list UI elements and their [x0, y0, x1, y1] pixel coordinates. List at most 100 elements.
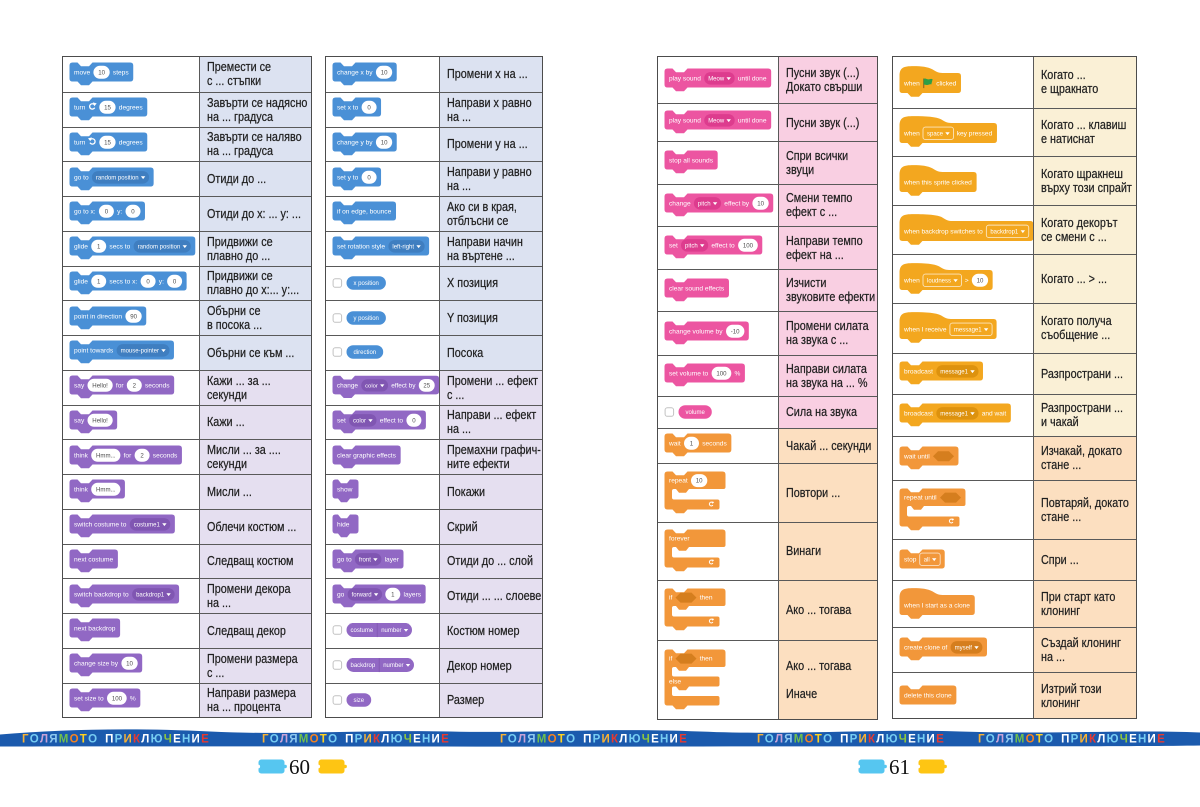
svg-text:layer: layer — [384, 556, 399, 563]
svg-text:switch costume to: switch costume to — [74, 522, 127, 529]
svg-text:number: number — [381, 628, 401, 634]
svg-text:2: 2 — [132, 383, 136, 390]
svg-text:15: 15 — [104, 139, 111, 146]
svg-text:Hello!: Hello! — [92, 417, 108, 424]
svg-text:degrees: degrees — [118, 139, 143, 146]
svg-text:backdrop: backdrop — [350, 663, 375, 669]
svg-text:И: И — [859, 734, 867, 746]
svg-text:next costume: next costume — [74, 556, 114, 563]
svg-text:space: space — [927, 132, 944, 138]
svg-text:costume1: costume1 — [133, 523, 160, 529]
svg-text:К: К — [611, 734, 619, 746]
svg-text:set: set — [669, 243, 678, 250]
svg-text:message1: message1 — [940, 411, 968, 417]
svg-text:П: П — [840, 734, 848, 746]
svg-text:100: 100 — [111, 695, 122, 702]
svg-text:repeat: repeat — [669, 477, 688, 484]
svg-text:Е: Е — [441, 734, 449, 746]
svg-text:set: set — [337, 417, 346, 424]
svg-text:Hmm...: Hmm... — [95, 452, 115, 459]
svg-text:change x by: change x by — [337, 69, 373, 76]
svg-text:Ч: Ч — [642, 734, 650, 746]
svg-text:1: 1 — [391, 591, 395, 598]
svg-text:delete this clone: delete this clone — [904, 693, 952, 700]
svg-text:Л: Л — [876, 734, 884, 746]
svg-text:О: О — [30, 734, 39, 746]
svg-text:secs to x:: secs to x: — [109, 278, 137, 285]
svg-text:costume: costume — [350, 628, 373, 634]
svg-text:play sound: play sound — [669, 75, 701, 82]
svg-text:М: М — [794, 734, 804, 746]
svg-text:for: for — [123, 452, 131, 459]
svg-text:10: 10 — [695, 477, 702, 484]
svg-text:for: for — [115, 383, 123, 390]
svg-text:И: И — [670, 734, 678, 746]
svg-text:layers: layers — [403, 591, 421, 598]
svg-text:О: О — [328, 734, 337, 746]
svg-text:turn: turn — [74, 105, 86, 112]
svg-text:go to: go to — [337, 556, 352, 563]
svg-text:Ч: Ч — [899, 734, 907, 746]
svg-text:Л: Л — [518, 734, 526, 746]
svg-text:set rotation style: set rotation style — [337, 244, 385, 251]
svg-text:Я: Я — [289, 734, 297, 746]
svg-text:Р: Р — [115, 734, 123, 746]
svg-text:repeat until: repeat until — [904, 495, 937, 502]
svg-text:Л: Л — [775, 734, 783, 746]
svg-text:clicked: clicked — [936, 81, 956, 88]
svg-text:0: 0 — [367, 105, 371, 112]
svg-text:set x to: set x to — [337, 105, 359, 112]
svg-text:y:: y: — [158, 278, 163, 285]
svg-text:go: go — [337, 591, 345, 598]
svg-text:message1: message1 — [940, 369, 968, 375]
svg-text:Н: Н — [422, 734, 430, 746]
svg-text:seconds: seconds — [702, 441, 727, 448]
svg-text:Я: Я — [49, 734, 57, 746]
svg-text:if: if — [669, 595, 672, 602]
svg-text:effect to: effect to — [379, 417, 403, 424]
svg-text:backdrop1: backdrop1 — [990, 229, 1019, 235]
svg-text:when: when — [903, 277, 920, 284]
svg-text:1: 1 — [97, 244, 101, 251]
svg-text:Я: Я — [1005, 734, 1013, 746]
svg-text:-10: -10 — [730, 328, 739, 335]
svg-text:О: О — [566, 734, 575, 746]
svg-text:О: О — [548, 734, 557, 746]
svg-text:point towards: point towards — [74, 348, 114, 355]
svg-text:effect by: effect by — [391, 383, 416, 390]
svg-text:Е: Е — [201, 734, 209, 746]
svg-text:М: М — [59, 734, 69, 746]
svg-text:next backdrop: next backdrop — [74, 626, 116, 633]
svg-text:П: П — [345, 734, 353, 746]
svg-text:else: else — [669, 678, 681, 685]
svg-text:10: 10 — [126, 661, 133, 668]
svg-text:point in direction: point in direction — [74, 313, 122, 320]
svg-text:П: П — [105, 734, 113, 746]
svg-text:Е: Е — [173, 734, 181, 746]
svg-text:mouse-pointer: mouse-pointer — [120, 349, 158, 355]
svg-text:Meow: Meow — [708, 76, 725, 82]
svg-text:Ч: Ч — [404, 734, 412, 746]
svg-text:Ю: Ю — [151, 734, 163, 746]
svg-text:size: size — [353, 698, 364, 704]
svg-text:И: И — [927, 734, 935, 746]
svg-text:90: 90 — [130, 313, 137, 320]
svg-text:broadcast: broadcast — [904, 410, 933, 417]
svg-text:Г: Г — [978, 734, 985, 746]
svg-text:>: > — [964, 277, 968, 284]
svg-text:change size by: change size by — [74, 661, 119, 668]
svg-text:О: О — [1044, 734, 1053, 746]
svg-text:К: К — [373, 734, 381, 746]
svg-text:Ю: Ю — [391, 734, 403, 746]
svg-text:Л: Л — [40, 734, 48, 746]
svg-text:О: О — [823, 734, 832, 746]
svg-text:%: % — [734, 371, 740, 378]
svg-text:change y by: change y by — [337, 139, 373, 146]
svg-text:forward: forward — [351, 592, 371, 598]
svg-text:И: И — [124, 734, 132, 746]
svg-text:Е: Е — [679, 734, 687, 746]
svg-text:clear graphic effects: clear graphic effects — [337, 452, 397, 459]
svg-text:say: say — [74, 383, 85, 390]
svg-text:Л: Л — [141, 734, 149, 746]
svg-text:О: О — [88, 734, 97, 746]
